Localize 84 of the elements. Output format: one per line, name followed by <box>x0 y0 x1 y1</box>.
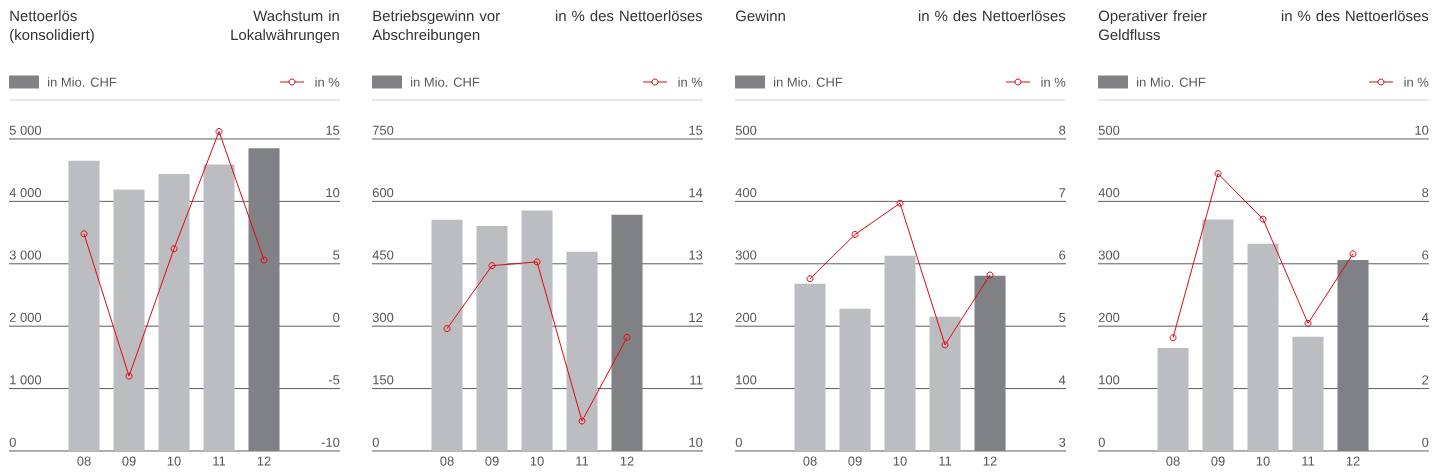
y-tick-label: 100 <box>1099 375 1120 385</box>
y2-tick-label: 0 <box>1422 437 1429 447</box>
y2-tick-label: 4 <box>1058 375 1066 385</box>
y2-tick-label: 12 <box>689 312 703 322</box>
y2-tick-label: -5 <box>328 375 340 385</box>
y-axis-title: Gewinn <box>735 10 785 22</box>
y2-tick-label: 7 <box>1059 188 1066 198</box>
legend-label: in Mio. CHF <box>411 77 480 87</box>
y-tick-label: 600 <box>372 188 394 198</box>
x-tick-label: 10 <box>1256 456 1270 466</box>
y-tick-label: 200 <box>1098 312 1120 322</box>
y-tick-label: 500 <box>735 125 757 135</box>
y2-tick-label: 6 <box>1422 250 1429 260</box>
x-tick-label: 11 <box>1302 456 1315 466</box>
y-tick-label: 0 <box>1098 437 1105 447</box>
x-tick-label: 09 <box>848 456 862 466</box>
legend-label: in Mio. CHF <box>48 77 117 87</box>
x-tick-label: 08 <box>1166 456 1180 466</box>
y-tick-label: 3 000 <box>9 250 42 260</box>
y-tick-label: 0 <box>9 437 16 447</box>
y2-tick-label: 10 <box>326 188 340 198</box>
x-tick-label: 10 <box>530 456 544 466</box>
y2-tick-label: 3 <box>1059 437 1066 447</box>
y2-axis-title: in % des Nettoerlöses <box>1281 10 1429 22</box>
x-tick-label: 11 <box>213 456 226 466</box>
y2-tick-label: 0 <box>333 312 340 322</box>
y-tick-label: 300 <box>735 250 757 260</box>
y2-tick-label: 11 <box>690 375 703 385</box>
y-tick-label: 2 000 <box>9 312 42 322</box>
y2-tick-label: 15 <box>689 125 703 135</box>
y2-axis-title: Wachstum in Lokalwährungen <box>231 10 339 44</box>
y2-tick-label: 2 <box>1422 375 1429 385</box>
y-tick-label: 100 <box>736 375 757 385</box>
x-tick-label: 09 <box>1211 456 1225 466</box>
x-tick-label: 09 <box>122 456 136 466</box>
legend-label: in Mio. CHF <box>1137 77 1206 87</box>
y2-tick-label: 10 <box>1415 125 1429 135</box>
y2-tick-label: 14 <box>689 188 703 198</box>
y-tick-label: 200 <box>735 312 757 322</box>
legend-label: in % <box>315 77 340 87</box>
x-tick-label: 12 <box>620 456 634 466</box>
y-tick-label: 150 <box>373 375 394 385</box>
y-tick-label: 400 <box>735 188 757 198</box>
y2-tick-label: 13 <box>689 250 703 260</box>
y2-tick-label: -10 <box>321 437 340 447</box>
y-tick-label: 4 000 <box>9 188 42 198</box>
legend-label: in % <box>1041 77 1066 87</box>
y-tick-label: 5 000 <box>9 125 42 135</box>
y-tick-label: 400 <box>1098 188 1120 198</box>
x-tick-label: 10 <box>167 456 181 466</box>
y2-axis-title: in % des Nettoerlöses <box>555 10 703 22</box>
y-tick-label: 1 000 <box>10 375 42 385</box>
y-axis-title: Operativer freier Geldfluss <box>1098 10 1207 41</box>
x-tick-label: 08 <box>77 456 91 466</box>
y2-tick-label: 6 <box>1059 250 1066 260</box>
x-tick-label: 12 <box>257 456 271 466</box>
y2-tick-label: 8 <box>1422 188 1429 198</box>
x-tick-label: 10 <box>893 456 907 466</box>
y2-axis-title: in % des Nettoerlöses <box>918 10 1066 22</box>
x-tick-label: 12 <box>983 456 997 466</box>
y-tick-label: 300 <box>1098 250 1120 260</box>
y-tick-label: 300 <box>372 312 394 322</box>
y-axis-title: Nettoerlös (konsolidiert) <box>10 10 94 44</box>
y-tick-label: 750 <box>372 125 394 135</box>
y2-tick-label: 4 <box>1421 313 1429 322</box>
x-tick-label: 11 <box>939 456 952 466</box>
y2-tick-label: 8 <box>1059 125 1066 135</box>
y2-tick-label: 10 <box>689 437 703 447</box>
y2-tick-label: 5 <box>333 250 340 260</box>
x-tick-label: 12 <box>1346 456 1360 466</box>
y-tick-label: 450 <box>372 250 394 260</box>
legend-label: in % <box>678 77 703 87</box>
y2-tick-label: 5 <box>1059 312 1066 322</box>
y2-tick-label: 15 <box>326 125 340 135</box>
legend-label: in Mio. CHF <box>774 77 843 87</box>
y-tick-label: 0 <box>735 437 742 447</box>
legend-label: in % <box>1404 77 1429 87</box>
x-tick-label: 08 <box>440 456 454 466</box>
y-tick-label: 500 <box>1098 125 1120 135</box>
y-axis-title: Betriebsgewinn vor Abschreibungen <box>372 10 500 44</box>
y-tick-label: 0 <box>372 437 379 447</box>
x-tick-label: 11 <box>576 456 589 466</box>
x-tick-label: 09 <box>485 456 499 466</box>
x-tick-label: 08 <box>803 456 817 466</box>
